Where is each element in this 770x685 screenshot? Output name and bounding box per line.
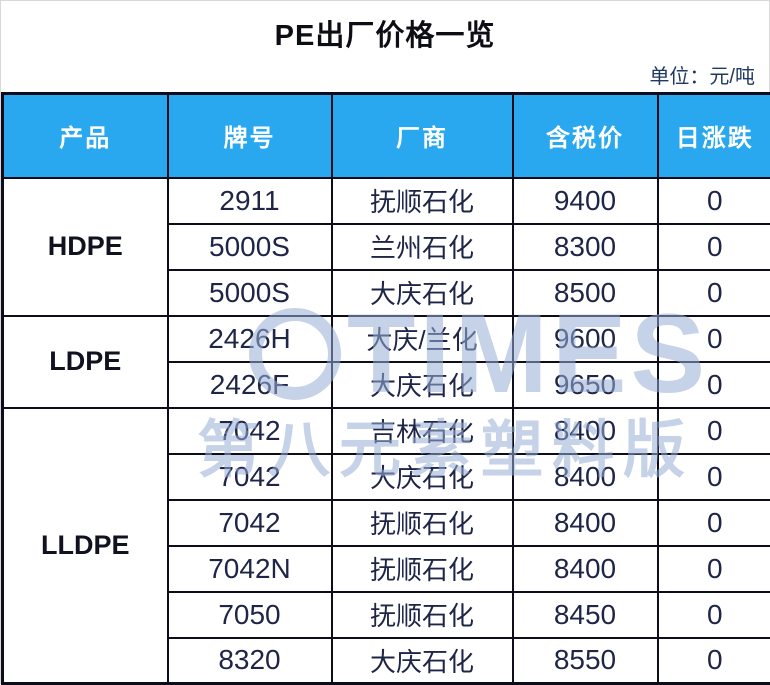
price-cell: 9600 <box>513 316 658 362</box>
col-header-change: 日涨跌 <box>658 94 770 178</box>
price-cell: 9400 <box>513 178 658 224</box>
grade-cell: 7050 <box>168 592 332 638</box>
price-cell: 8500 <box>513 270 658 316</box>
product-cell-hdpe: HDPE <box>3 178 168 316</box>
product-cell-lldpe: LLDPE <box>3 408 168 684</box>
price-cell: 8400 <box>513 454 658 500</box>
maker-cell: 抚顺石化 <box>332 178 513 224</box>
unit-label: 单位：元/吨 <box>649 60 755 89</box>
maker-cell: 兰州石化 <box>332 224 513 270</box>
change-cell: 0 <box>658 178 770 224</box>
table-body: HDPE 2911 抚顺石化 9400 0 5000S 兰州石化 8300 0 … <box>3 178 770 684</box>
maker-cell: 大庆/兰化 <box>332 316 513 362</box>
title-bar: PE出厂价格一览 <box>1 1 769 56</box>
change-cell: 0 <box>658 362 770 408</box>
grade-cell: 5000S <box>168 224 332 270</box>
page-title: PE出厂价格一览 <box>275 12 496 54</box>
maker-cell: 大庆石化 <box>332 638 513 684</box>
maker-cell: 抚顺石化 <box>332 592 513 638</box>
table-row: HDPE 2911 抚顺石化 9400 0 <box>3 178 770 224</box>
product-cell-ldpe: LDPE <box>3 316 168 408</box>
maker-cell: 大庆石化 <box>332 454 513 500</box>
grade-cell: 2426H <box>168 316 332 362</box>
maker-cell: 吉林石化 <box>332 408 513 454</box>
col-header-grade: 牌号 <box>168 94 332 178</box>
col-header-price: 含税价 <box>513 94 658 178</box>
grade-cell: 5000S <box>168 270 332 316</box>
grade-cell: 2426F <box>168 362 332 408</box>
table-header: 产品 牌号 厂商 含税价 日涨跌 <box>3 94 770 178</box>
change-cell: 0 <box>658 454 770 500</box>
change-cell: 0 <box>658 270 770 316</box>
change-cell: 0 <box>658 638 770 684</box>
grade-cell: 7042 <box>168 500 332 546</box>
price-cell: 8400 <box>513 408 658 454</box>
price-cell: 8300 <box>513 224 658 270</box>
price-cell: 8450 <box>513 592 658 638</box>
price-cell: 8400 <box>513 500 658 546</box>
grade-cell: 7042 <box>168 454 332 500</box>
maker-cell: 大庆石化 <box>332 362 513 408</box>
maker-cell: 抚顺石化 <box>332 500 513 546</box>
grade-cell: 2911 <box>168 178 332 224</box>
price-table: 产品 牌号 厂商 含税价 日涨跌 HDPE 2911 抚顺石化 9400 0 5… <box>1 92 770 685</box>
price-cell: 8400 <box>513 546 658 592</box>
change-cell: 0 <box>658 592 770 638</box>
header-row: 产品 牌号 厂商 含税价 日涨跌 <box>3 94 770 178</box>
grade-cell: 8320 <box>168 638 332 684</box>
price-cell: 9650 <box>513 362 658 408</box>
col-header-product: 产品 <box>3 94 168 178</box>
change-cell: 0 <box>658 224 770 270</box>
unit-bar: 单位：元/吨 <box>1 56 769 92</box>
grade-cell: 7042N <box>168 546 332 592</box>
change-cell: 0 <box>658 316 770 362</box>
change-cell: 0 <box>658 546 770 592</box>
grade-cell: 7042 <box>168 408 332 454</box>
table-row: LDPE 2426H 大庆/兰化 9600 0 <box>3 316 770 362</box>
table-row: LLDPE 7042 吉林石化 8400 0 <box>3 408 770 454</box>
maker-cell: 抚顺石化 <box>332 546 513 592</box>
col-header-maker: 厂商 <box>332 94 513 178</box>
price-cell: 8550 <box>513 638 658 684</box>
change-cell: 0 <box>658 408 770 454</box>
maker-cell: 大庆石化 <box>332 270 513 316</box>
change-cell: 0 <box>658 500 770 546</box>
